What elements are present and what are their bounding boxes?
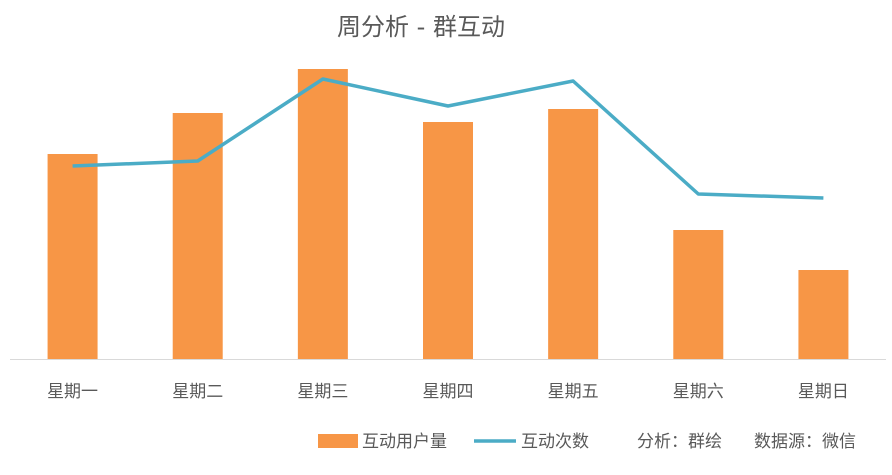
footer-source: 数据源：微信 <box>754 432 856 452</box>
x-tick-label-6: 星期六 <box>673 382 724 402</box>
legend-line-label: 互动次数 <box>521 432 589 452</box>
bar-7 <box>798 270 849 359</box>
line-series-interactions <box>72 77 824 200</box>
legend-bar-swatch <box>318 434 358 448</box>
bar-3 <box>297 69 348 359</box>
x-tick-label-2: 星期二 <box>172 382 223 402</box>
bar-2 <box>172 113 223 359</box>
bar-6 <box>673 230 724 359</box>
bar-5 <box>548 109 599 359</box>
bar-1 <box>47 154 98 359</box>
x-axis-ticks: 星期一 星期二 星期三 星期四 星期五 星期六 星期日 <box>47 382 849 402</box>
legend-bar-label: 互动用户量 <box>362 432 447 452</box>
x-tick-label-4: 星期四 <box>423 382 474 402</box>
chart-title: 周分析 - 群互动 <box>337 13 505 41</box>
bar-series <box>47 69 849 359</box>
x-tick-label-1: 星期一 <box>47 382 98 402</box>
x-tick-label-5: 星期五 <box>548 382 599 402</box>
footer-analysis: 分析：群绘 <box>637 432 722 452</box>
x-tick-label-7: 星期日 <box>798 382 849 402</box>
x-tick-label-3: 星期三 <box>297 382 348 402</box>
legend: 互动用户量 互动次数 <box>318 432 589 452</box>
bar-4 <box>423 122 473 359</box>
